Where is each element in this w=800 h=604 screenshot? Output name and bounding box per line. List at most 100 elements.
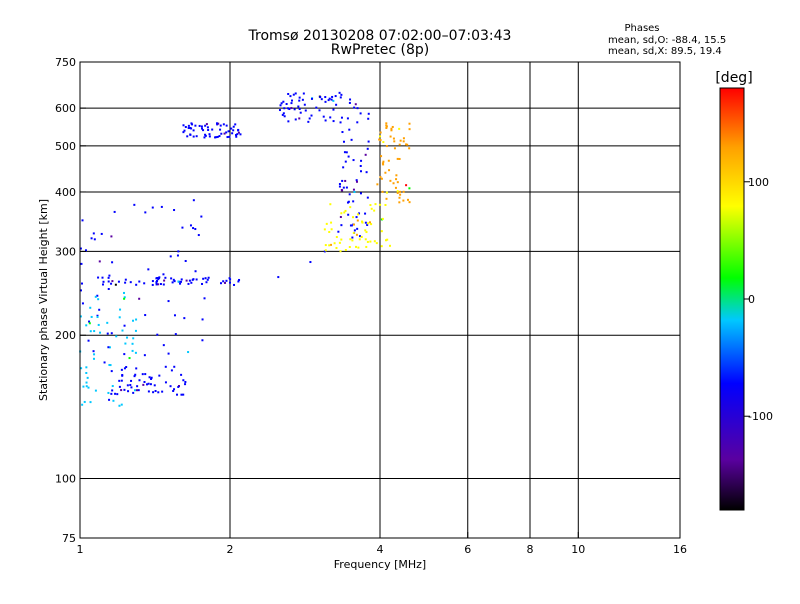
data-point bbox=[319, 96, 322, 99]
data-point bbox=[325, 222, 328, 225]
data-point bbox=[89, 401, 92, 404]
data-point bbox=[315, 106, 318, 109]
data-point bbox=[158, 374, 161, 377]
data-point bbox=[390, 129, 393, 132]
data-point bbox=[318, 109, 321, 112]
data-point bbox=[192, 129, 195, 132]
data-point bbox=[111, 280, 114, 283]
data-point bbox=[141, 373, 144, 376]
data-point bbox=[352, 231, 355, 234]
data-point bbox=[169, 385, 172, 388]
data-point bbox=[303, 103, 306, 106]
data-point bbox=[346, 117, 349, 120]
data-point bbox=[89, 306, 92, 309]
y-tick-label: 750 bbox=[55, 56, 76, 69]
data-point bbox=[138, 280, 141, 283]
data-point bbox=[380, 245, 383, 248]
data-point bbox=[307, 120, 310, 123]
data-point bbox=[352, 159, 355, 162]
data-point bbox=[324, 96, 327, 99]
data-point bbox=[80, 367, 83, 370]
data-point bbox=[163, 279, 166, 282]
data-point bbox=[156, 333, 159, 336]
data-point bbox=[405, 184, 408, 187]
data-point bbox=[385, 191, 388, 194]
data-point bbox=[106, 321, 109, 324]
data-point bbox=[182, 393, 185, 396]
data-point bbox=[187, 282, 190, 285]
data-point bbox=[332, 120, 335, 123]
data-point bbox=[309, 261, 312, 264]
data-point bbox=[200, 125, 203, 128]
data-point bbox=[369, 240, 372, 243]
y-tick-label: 75 bbox=[62, 532, 76, 545]
data-point bbox=[386, 238, 389, 241]
data-point bbox=[347, 200, 350, 203]
data-point bbox=[389, 135, 392, 138]
data-point bbox=[116, 393, 119, 396]
data-point bbox=[396, 190, 399, 193]
data-point bbox=[120, 389, 123, 392]
colorbar bbox=[719, 87, 745, 511]
data-point bbox=[335, 246, 338, 249]
data-point bbox=[366, 196, 369, 199]
data-point bbox=[396, 191, 399, 194]
data-point bbox=[359, 112, 362, 115]
data-point bbox=[148, 376, 151, 379]
data-point bbox=[367, 222, 370, 225]
data-point bbox=[379, 135, 382, 138]
data-point bbox=[133, 203, 136, 206]
data-point bbox=[195, 135, 198, 138]
data-point bbox=[121, 374, 124, 377]
data-point bbox=[147, 390, 150, 393]
data-point bbox=[350, 138, 353, 141]
colorbar-tick-label: 0 bbox=[748, 293, 755, 306]
data-point bbox=[142, 383, 145, 386]
data-point bbox=[324, 100, 327, 103]
data-point bbox=[85, 381, 88, 384]
data-point bbox=[365, 231, 368, 234]
data-point bbox=[124, 281, 127, 284]
data-point bbox=[349, 238, 352, 241]
data-point bbox=[392, 137, 395, 140]
data-point bbox=[111, 385, 114, 388]
data-point bbox=[164, 381, 167, 384]
data-point bbox=[80, 262, 83, 265]
data-point bbox=[107, 346, 110, 349]
data-point bbox=[370, 207, 373, 210]
data-point bbox=[97, 298, 100, 301]
data-point bbox=[216, 135, 219, 138]
data-point bbox=[323, 250, 326, 253]
data-point bbox=[384, 239, 387, 242]
data-point bbox=[219, 124, 222, 127]
data-point bbox=[200, 215, 203, 218]
data-point bbox=[228, 135, 231, 138]
data-point bbox=[192, 135, 195, 138]
data-point bbox=[292, 93, 295, 96]
data-point bbox=[184, 259, 187, 262]
data-point bbox=[177, 280, 180, 283]
data-point bbox=[179, 282, 182, 285]
data-point bbox=[361, 220, 364, 223]
data-point bbox=[391, 125, 394, 128]
data-point bbox=[177, 385, 180, 388]
data-point bbox=[237, 131, 240, 134]
data-point bbox=[234, 123, 237, 126]
data-point bbox=[227, 130, 230, 133]
data-point bbox=[282, 100, 285, 103]
data-point bbox=[370, 223, 373, 226]
data-point bbox=[81, 403, 84, 406]
data-point bbox=[192, 227, 195, 230]
y-tick-label: 500 bbox=[55, 140, 76, 153]
data-point bbox=[172, 278, 175, 281]
data-point bbox=[332, 108, 335, 111]
data-point bbox=[339, 250, 342, 253]
data-point bbox=[408, 201, 411, 204]
data-point bbox=[81, 219, 84, 222]
data-point bbox=[173, 280, 176, 283]
data-point bbox=[206, 278, 209, 281]
data-point bbox=[123, 324, 126, 327]
data-point bbox=[289, 95, 292, 98]
data-point bbox=[382, 141, 385, 144]
data-point bbox=[349, 98, 352, 101]
